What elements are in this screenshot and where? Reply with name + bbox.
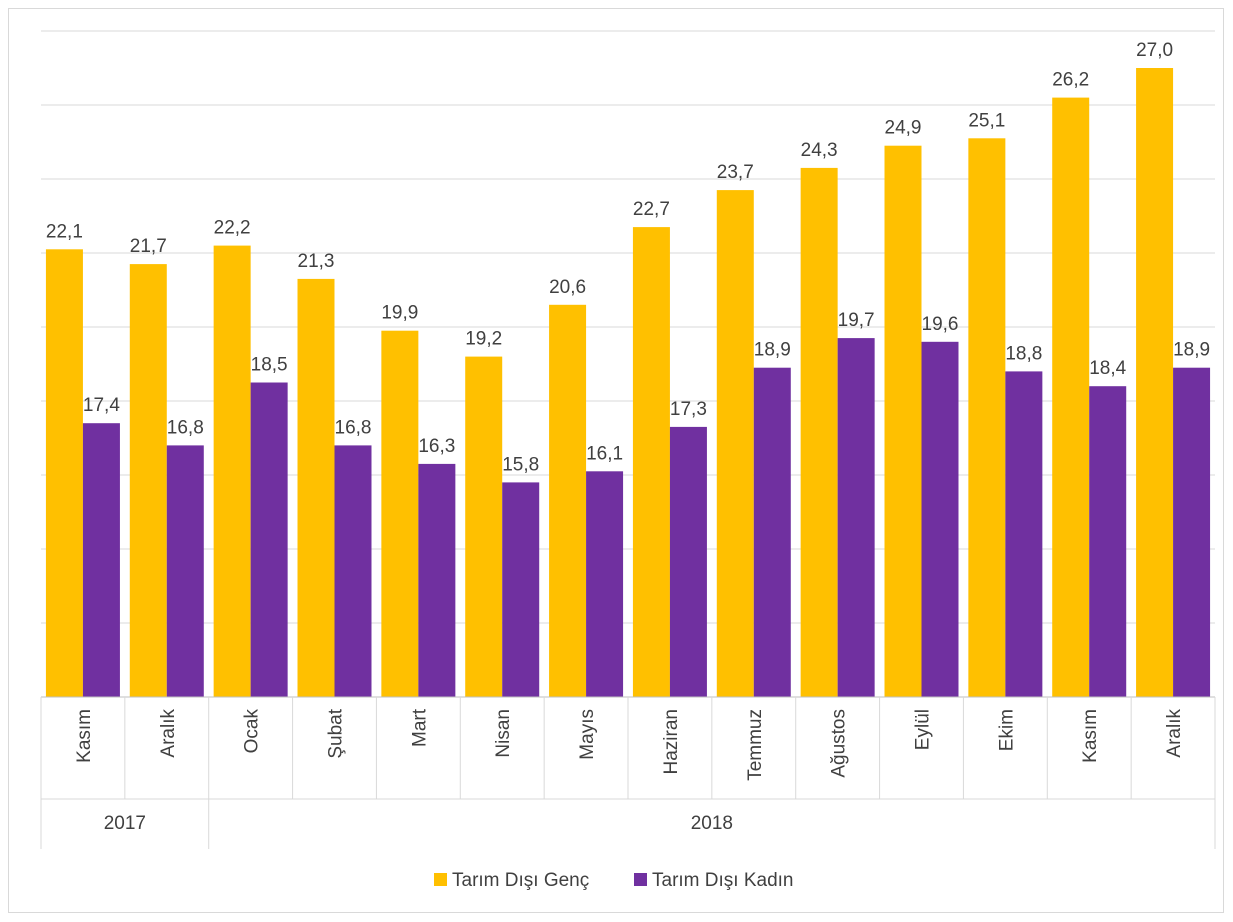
- bar-genc: [632, 227, 670, 697]
- bar-genc: [297, 278, 335, 697]
- data-label: 26,2: [1052, 70, 1089, 91]
- category-label: Mayıs: [577, 709, 598, 760]
- category-label: Aralık: [1164, 709, 1185, 758]
- data-label: 19,2: [465, 329, 502, 350]
- category-label: Eylül: [913, 709, 934, 750]
- data-label: 16,3: [418, 436, 455, 457]
- legend-label: Tarım Dışı Kadın: [652, 870, 794, 891]
- category-label: Ocak: [242, 709, 263, 754]
- data-label: 21,7: [130, 236, 167, 257]
- data-label: 16,1: [586, 443, 623, 464]
- data-label: 19,6: [922, 314, 959, 335]
- data-label: 22,2: [214, 218, 251, 239]
- bars: [45, 68, 1211, 698]
- chart-frame: 22,1 21,7 22,2 21,3 19,9 19,2 20,6 22,7 23,7 24,3…: [8, 8, 1224, 913]
- data-label: 23,7: [717, 162, 754, 183]
- bar-genc: [800, 167, 838, 697]
- bar-kadin: [837, 338, 875, 697]
- data-label: 22,7: [633, 199, 670, 220]
- data-label: 19,9: [381, 303, 418, 324]
- bar-genc: [1052, 97, 1090, 698]
- bar-genc: [465, 356, 503, 697]
- legend-swatch: [634, 873, 647, 886]
- category-label: Kasım: [1080, 709, 1101, 763]
- bar-genc: [968, 138, 1006, 698]
- data-label: 16,8: [167, 417, 204, 438]
- category-label: Ağustos: [829, 709, 850, 778]
- year-label: 2018: [691, 813, 733, 834]
- data-label: 25,1: [968, 110, 1005, 131]
- data-label: 18,9: [1173, 340, 1210, 361]
- bar-kadin: [586, 471, 624, 697]
- bar-kadin: [921, 341, 959, 697]
- data-label: 15,8: [502, 454, 539, 475]
- legend-label: Tarım Dışı Genç: [452, 870, 589, 891]
- bar-kadin: [669, 426, 707, 697]
- category-label: Aralık: [158, 709, 179, 758]
- category-label: Şubat: [326, 708, 347, 758]
- bar-genc: [213, 245, 251, 697]
- data-label: 18,5: [251, 355, 288, 376]
- bar-kadin: [1173, 367, 1211, 697]
- data-label: 21,3: [298, 251, 335, 272]
- bar-kadin: [82, 423, 120, 697]
- legend-swatch: [434, 873, 447, 886]
- bar-kadin: [166, 445, 204, 697]
- legend: Tarım Dışı Genç Tarım Dışı Kadın: [434, 870, 794, 891]
- data-label: 19,7: [838, 310, 875, 331]
- data-label: 22,1: [46, 221, 83, 242]
- bar-kadin: [334, 445, 372, 697]
- bar-kadin: [502, 482, 540, 697]
- bar-genc: [1136, 68, 1174, 697]
- year-label: 2017: [104, 813, 146, 834]
- bar-kadin: [250, 382, 288, 697]
- category-label: Haziran: [661, 709, 682, 774]
- category-label: Ekim: [996, 709, 1017, 751]
- category-axis: Kasım Aralık Ocak Şubat Mart Nisan Mayıs Hazira…: [40, 696, 1216, 849]
- bar-genc: [129, 264, 167, 697]
- data-label: 17,4: [83, 395, 120, 416]
- category-label: Kasım: [74, 709, 95, 763]
- data-label: 24,3: [801, 140, 838, 161]
- bar-chart: 22,1 21,7 22,2 21,3 19,9 19,2 20,6 22,7 23,7 24,3…: [40, 30, 1216, 891]
- bar-kadin: [1005, 371, 1043, 697]
- bar-genc: [45, 249, 83, 698]
- bar-kadin: [1089, 386, 1127, 697]
- bar-genc: [716, 190, 754, 697]
- data-label: 20,6: [549, 277, 586, 298]
- category-label: Nisan: [493, 709, 514, 758]
- bar-genc: [884, 145, 922, 697]
- data-label: 18,8: [1005, 343, 1042, 364]
- bar-genc: [381, 330, 419, 697]
- bar-kadin: [418, 463, 456, 697]
- data-label: 27,0: [1136, 40, 1173, 61]
- data-label: 16,8: [335, 417, 372, 438]
- data-label: 24,9: [885, 118, 922, 139]
- bar-genc: [549, 304, 587, 697]
- bar-kadin: [753, 367, 791, 697]
- data-labels: 22,1 21,7 22,2 21,3 19,9 19,2 20,6 22,7 23,7 24,3…: [46, 40, 1210, 475]
- category-label: Temmuz: [745, 709, 766, 781]
- category-label: Mart: [409, 708, 430, 747]
- data-label: 18,4: [1089, 358, 1126, 379]
- data-label: 18,9: [754, 340, 791, 361]
- data-label: 17,3: [670, 399, 707, 420]
